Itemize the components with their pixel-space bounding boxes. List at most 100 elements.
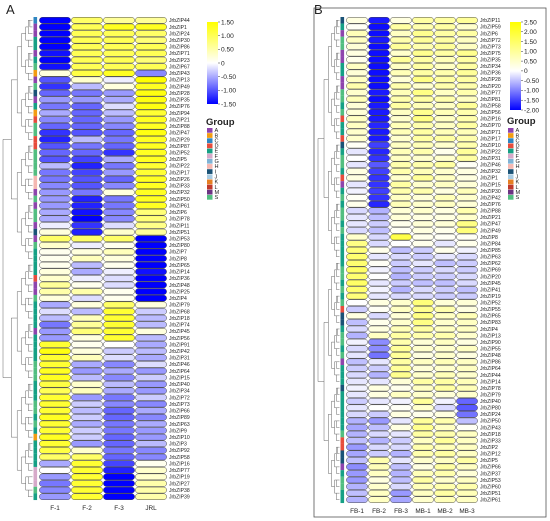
group-color-chip (340, 141, 345, 149)
group-color-chip (33, 301, 38, 309)
heatmap-cell (103, 453, 135, 461)
heatmap-cell (434, 358, 456, 366)
heatmap-cell (39, 43, 71, 51)
heatmap-cell (103, 281, 135, 289)
gene-label: JrbZIP13 (480, 333, 501, 339)
group-color-chip (33, 387, 38, 395)
scale-tick-label: -1.50 (221, 101, 236, 108)
heatmap-cell (434, 187, 456, 195)
heatmap-cell (103, 30, 135, 37)
heatmap-cell (390, 148, 412, 155)
group-legend-label: K (516, 180, 520, 186)
heatmap-cell (456, 286, 478, 293)
gene-label: JrbZIP14 (169, 270, 190, 276)
heatmap-cell (39, 261, 71, 269)
heatmap-cell (434, 82, 456, 90)
panel-a-column-labels: F-1 F-2 F-3 JRL (50, 505, 157, 512)
heatmap-cell (346, 220, 368, 228)
gene-label: JrbZIP71 (169, 51, 190, 57)
heatmap-cell (103, 103, 135, 110)
heatmap-cell (368, 148, 390, 155)
heatmap-cell (434, 365, 456, 372)
heatmap-cell (71, 208, 103, 216)
heatmap-cell (412, 181, 434, 188)
heatmap-cell (71, 354, 103, 361)
heatmap-cell (103, 142, 135, 150)
heatmap-cell (412, 187, 434, 195)
scale-tick-label: -1.00 (524, 88, 539, 95)
heatmap-cell (456, 312, 478, 320)
group-legend-swatch (508, 194, 514, 200)
gene-label: JrbZIP65 (169, 263, 190, 269)
heatmap-cell (434, 23, 456, 31)
heatmap-cell (368, 489, 390, 497)
heatmap-cell (434, 371, 456, 379)
heatmap-cell (368, 273, 390, 280)
heatmap-cell (434, 332, 456, 339)
gene-label: JrbZIP45 (480, 281, 501, 287)
heatmap-cell (412, 102, 434, 109)
heatmap-cell (412, 233, 434, 241)
group-legend-swatch (508, 138, 514, 144)
panel-b-gene-labels: JrbZIP11JrbZIP59JrbZIP6JrbZIP72JrbZIP73J… (480, 18, 501, 503)
heatmap-cell (412, 30, 434, 37)
heatmap-cell (103, 268, 135, 275)
group-legend-label: J (215, 174, 218, 180)
heatmap-cell (368, 483, 390, 490)
heatmap-cell (412, 36, 434, 44)
heatmap-cell (103, 493, 135, 500)
group-legend-swatch (508, 128, 514, 133)
panel-b-color-scale-bar (510, 22, 521, 110)
heatmap-cell (71, 367, 103, 375)
heatmap-cell (412, 352, 434, 359)
heatmap-cell (71, 301, 103, 309)
heatmap-cell (456, 378, 478, 385)
heatmap-cell (346, 240, 368, 247)
group-legend-swatch (508, 143, 514, 149)
heatmap-cell (434, 266, 456, 274)
heatmap-cell (368, 286, 390, 293)
gene-label: JrbZIP56 (480, 110, 501, 116)
heatmap-cell (456, 17, 478, 24)
heatmap-cell (71, 453, 103, 461)
heatmap-cell (71, 109, 103, 117)
heatmap-cell (103, 156, 135, 163)
gene-label: JrbZIP39 (169, 495, 190, 501)
gene-label: JrbZIP20 (480, 274, 501, 280)
heatmap-cell (456, 82, 478, 90)
heatmap-cell (456, 411, 478, 418)
gene-label: JrbZIP14 (480, 379, 501, 385)
heatmap-cell (39, 427, 71, 434)
gene-label: JrbZIP47 (480, 222, 501, 228)
group-color-chip (340, 102, 345, 109)
panel-a-color-scale-ticks: 1.50 1.00 0.50 0 -0.50 -1.00 -1.50 (218, 19, 236, 108)
heatmap-cell (346, 227, 368, 234)
heatmap-cell (103, 347, 135, 355)
heatmap-cell (368, 187, 390, 195)
scale-tick-label: 1.50 (221, 19, 234, 26)
group-color-chip (340, 437, 345, 444)
heatmap-cell (390, 352, 412, 359)
gene-label: JrbZIP13 (169, 78, 190, 84)
heatmap-cell (368, 135, 390, 142)
heatmap-cell (103, 23, 135, 31)
heatmap-cell (368, 437, 390, 444)
heatmap-cell (135, 328, 167, 335)
heatmap-cell (390, 76, 412, 83)
heatmap-cell (346, 69, 368, 77)
heatmap-cell (135, 407, 167, 414)
group-color-chip (33, 480, 38, 487)
heatmap-cell (434, 194, 456, 201)
heatmap-cell (39, 17, 71, 24)
group-color-chip (340, 279, 345, 287)
heatmap-cell (434, 470, 456, 477)
heatmap-cell (71, 281, 103, 289)
gene-label: JrbZIP78 (480, 386, 501, 392)
heatmap-cell (368, 443, 390, 451)
column-label: F-3 (114, 505, 124, 512)
heatmap-cell (346, 365, 368, 372)
heatmap-cell (456, 200, 478, 208)
gene-label: JrbZIP28 (480, 77, 501, 83)
gene-label: JrbZIP79 (480, 392, 501, 398)
heatmap-cell (412, 424, 434, 431)
